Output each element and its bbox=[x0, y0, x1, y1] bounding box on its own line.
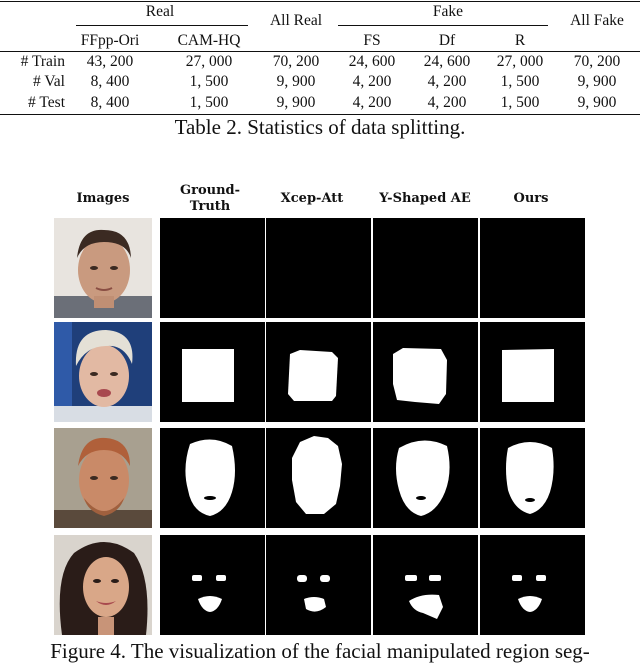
column-header-ground-truth: Ground- Truth bbox=[180, 183, 240, 215]
ours-mask-2 bbox=[480, 322, 585, 422]
table-cell: 1, 500 bbox=[500, 73, 540, 90]
table-cell: 43, 200 bbox=[86, 53, 134, 70]
table-cell: 1, 500 bbox=[500, 94, 540, 111]
subheader-fs: FS bbox=[363, 32, 381, 49]
table-cell: 27, 000 bbox=[185, 53, 233, 70]
fake-group-underline bbox=[338, 25, 548, 26]
y-shaped-ae-mask-1 bbox=[373, 218, 478, 318]
xcep-att-mask-1 bbox=[266, 218, 371, 318]
column-header-ground-truth-text: Ground- Truth bbox=[179, 183, 241, 214]
header-group-real: Real bbox=[145, 3, 175, 20]
real-group-underline bbox=[76, 25, 248, 26]
ours-mask-3 bbox=[480, 428, 585, 528]
face-image-2 bbox=[54, 322, 152, 422]
table-cell: 9, 900 bbox=[577, 73, 617, 90]
table-cell: 4, 200 bbox=[427, 94, 467, 111]
subheader-df: Df bbox=[438, 32, 456, 49]
table-top-rule bbox=[0, 1, 640, 2]
table-cell: 70, 200 bbox=[272, 53, 320, 70]
face-image-4 bbox=[54, 535, 152, 635]
column-header-images: Images bbox=[76, 191, 130, 206]
subheader-r: R bbox=[514, 32, 526, 49]
ground-truth-mask-2 bbox=[160, 322, 265, 422]
y-shaped-ae-mask-2 bbox=[373, 322, 478, 422]
table-mid-rule bbox=[0, 51, 640, 52]
table-cell: 9, 900 bbox=[276, 73, 316, 90]
table-cell: 8, 400 bbox=[90, 94, 130, 111]
face-image-3 bbox=[54, 428, 152, 528]
table-cell: 4, 200 bbox=[352, 73, 392, 90]
column-header-y-shaped-ae: Y-Shaped AE bbox=[379, 191, 471, 206]
row-label-train: # Train bbox=[20, 53, 65, 70]
row-label-test: # Test bbox=[28, 94, 65, 111]
column-header-ours: Ours bbox=[513, 191, 549, 206]
table-cell: 8, 400 bbox=[90, 73, 130, 90]
table-caption: Table 2. Statistics of data splitting. bbox=[174, 115, 466, 139]
table-cell: 27, 000 bbox=[496, 53, 544, 70]
column-header-xcep-att: Xcep-Att bbox=[280, 191, 344, 206]
xcep-att-mask-3 bbox=[266, 428, 371, 528]
ours-mask-4 bbox=[480, 535, 585, 635]
subheader-cam-hq: CAM-HQ bbox=[177, 32, 241, 49]
table-cell: 9, 900 bbox=[577, 94, 617, 111]
table-bottom-rule bbox=[0, 114, 640, 115]
ground-truth-mask-3 bbox=[160, 428, 265, 528]
table-cell: 4, 200 bbox=[427, 73, 467, 90]
ground-truth-mask-1 bbox=[160, 218, 265, 318]
table-cell: 1, 500 bbox=[189, 73, 229, 90]
y-shaped-ae-mask-3 bbox=[373, 428, 478, 528]
header-all-fake: All Fake bbox=[570, 12, 624, 29]
ours-mask-1 bbox=[480, 218, 585, 318]
table-cell: 1, 500 bbox=[189, 94, 229, 111]
subheader-ffpp-ori: FFpp-Ori bbox=[80, 32, 140, 49]
ground-truth-mask-4 bbox=[160, 535, 265, 635]
row-label-val: # Val bbox=[32, 73, 65, 90]
table-cell: 24, 600 bbox=[348, 53, 396, 70]
y-shaped-ae-mask-4 bbox=[373, 535, 478, 635]
header-all-real: All Real bbox=[269, 12, 323, 29]
table-cell: 70, 200 bbox=[573, 53, 621, 70]
face-image-1 bbox=[54, 218, 152, 318]
header-group-fake: Fake bbox=[432, 3, 464, 20]
table-cell: 4, 200 bbox=[352, 94, 392, 111]
xcep-att-mask-2 bbox=[266, 322, 371, 422]
figure-caption: Figure 4. The visualization of the facia… bbox=[50, 639, 590, 663]
table-cell: 24, 600 bbox=[423, 53, 471, 70]
xcep-att-mask-4 bbox=[266, 535, 371, 635]
table-cell: 9, 900 bbox=[276, 94, 316, 111]
data-split-table: Real All Real Fake All Fake FFpp-Ori CAM… bbox=[0, 0, 640, 116]
